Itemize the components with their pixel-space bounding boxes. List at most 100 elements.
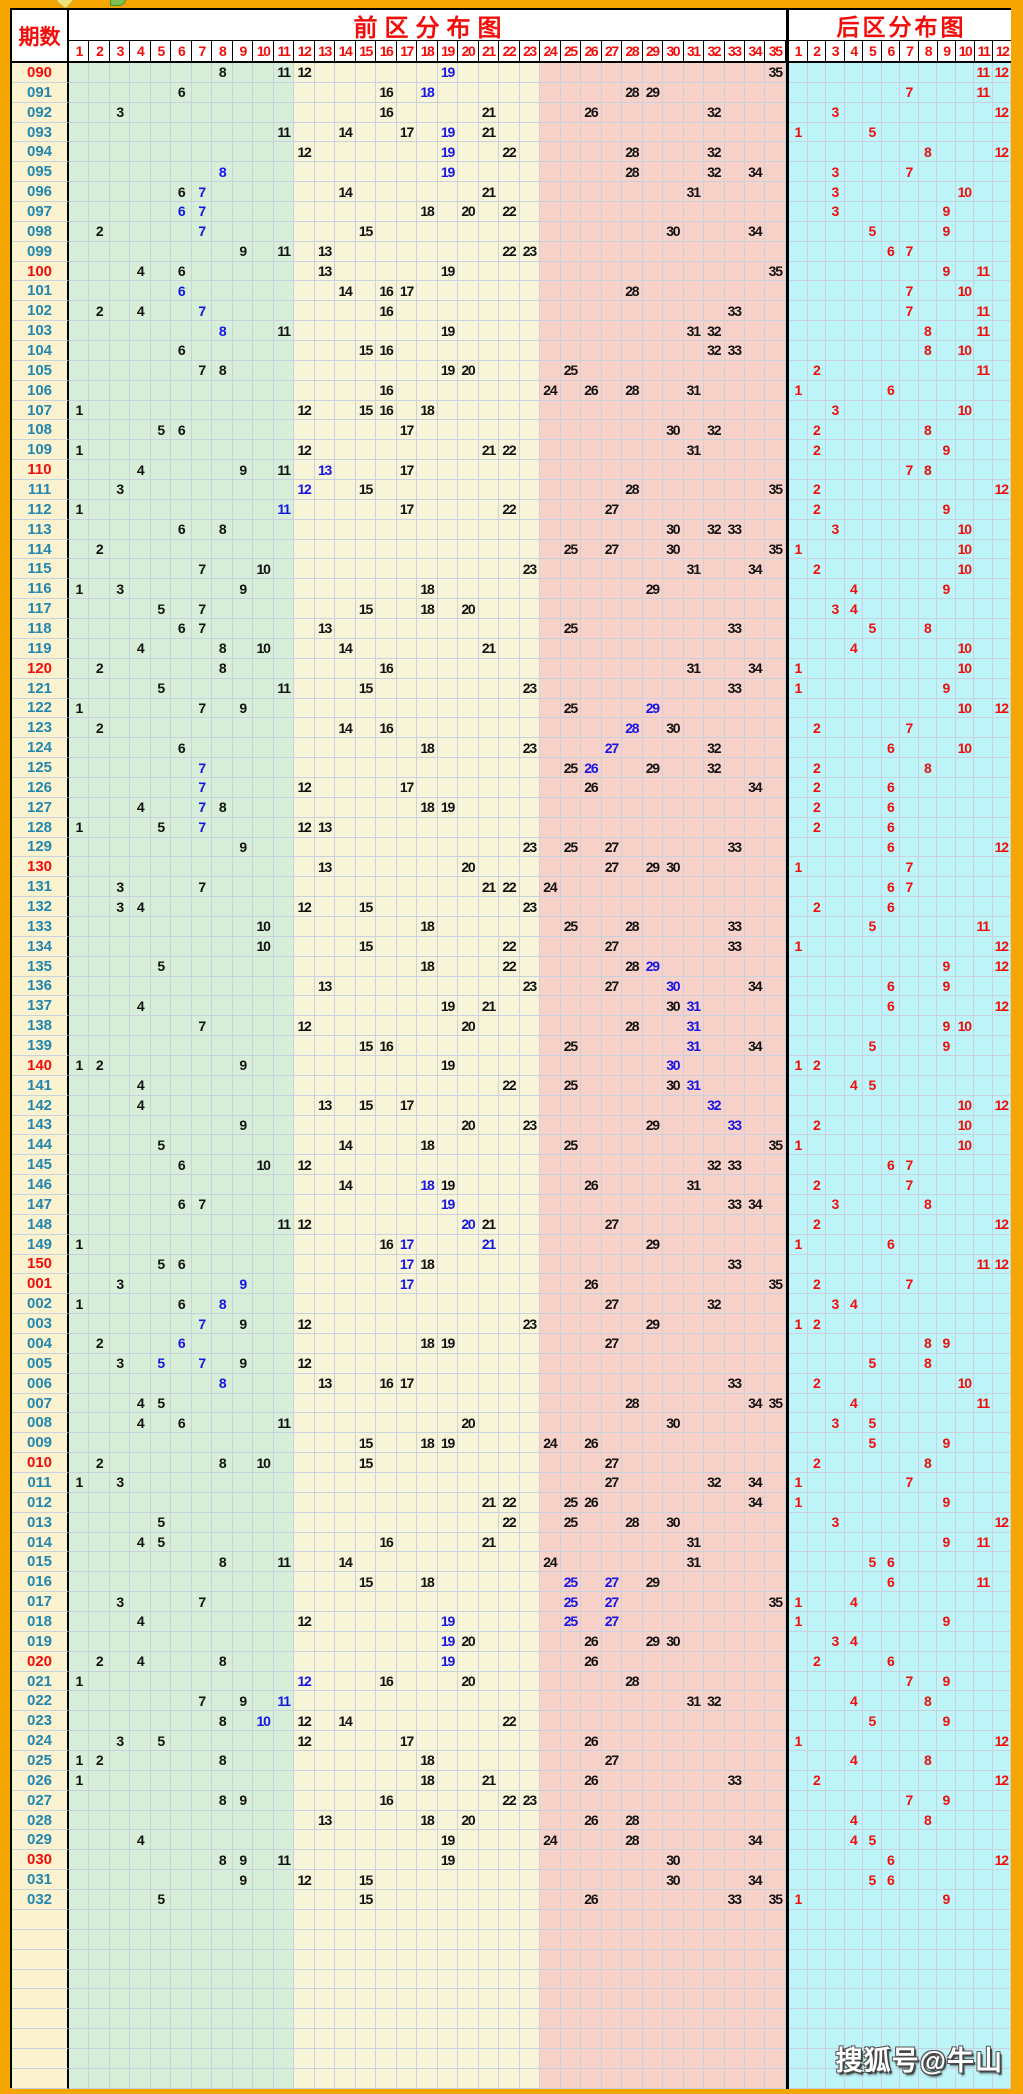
front-cell: 26 xyxy=(581,1631,602,1652)
front-cell xyxy=(519,638,541,659)
back-cell: 9 xyxy=(937,1890,956,1910)
front-cell: 24 xyxy=(540,1433,561,1454)
front-cell: 18 xyxy=(417,82,438,103)
back-cell xyxy=(937,559,956,580)
back-cell xyxy=(826,956,845,977)
back-cell xyxy=(918,777,937,798)
front-cell: 1 xyxy=(69,440,90,461)
front-cell xyxy=(314,877,336,898)
period-label: 116 xyxy=(12,579,69,600)
front-cell xyxy=(396,1592,418,1613)
front-cell xyxy=(724,817,745,838)
back-cell xyxy=(826,1492,845,1513)
front-cell xyxy=(724,202,745,222)
front-cell xyxy=(724,599,745,620)
back-cell xyxy=(844,1254,863,1275)
back-cell xyxy=(955,916,974,937)
front-cell xyxy=(560,1294,582,1315)
front-cell xyxy=(519,1473,541,1493)
back-cell xyxy=(937,1870,956,1891)
front-cell xyxy=(622,1850,643,1871)
back-cell: 2 xyxy=(807,420,826,441)
front-cell xyxy=(499,1731,520,1752)
back-cell: 4 xyxy=(844,579,863,600)
back-cell xyxy=(826,777,845,798)
front-cell xyxy=(150,1234,172,1255)
front-cell xyxy=(560,817,582,838)
front-cell xyxy=(355,1314,377,1334)
zone-divider xyxy=(786,698,789,719)
front-cell xyxy=(376,599,397,620)
front-cell xyxy=(642,1254,664,1275)
front-cell xyxy=(212,1274,233,1295)
front-cell xyxy=(212,1254,233,1275)
front-cell xyxy=(109,738,131,759)
front-cell xyxy=(458,1929,479,1950)
front-cell xyxy=(191,1890,213,1910)
front-cell xyxy=(314,956,336,977)
front-cell xyxy=(437,758,459,778)
front-cell: 6 xyxy=(171,420,192,441)
front-cell xyxy=(519,936,541,957)
front-cell xyxy=(765,1512,786,1533)
front-cell xyxy=(437,678,459,699)
front-cell xyxy=(130,1850,151,1871)
front-cell xyxy=(253,221,274,242)
front-cell xyxy=(540,1274,561,1295)
table-row: 103 8 11 19 31 32 8 11 xyxy=(12,321,1011,342)
table-row: 006 8 13 16 17 33 2 10 xyxy=(12,1373,1011,1394)
back-cell xyxy=(937,341,956,361)
front-cell: 32 xyxy=(704,738,725,759)
front-cell xyxy=(396,1036,418,1056)
back-cell: 2 xyxy=(807,758,826,778)
front-cell xyxy=(519,460,541,481)
back-cell xyxy=(992,619,1011,639)
front-cell xyxy=(683,857,705,878)
front-cell xyxy=(232,1155,254,1176)
front-cell xyxy=(232,817,254,838)
front-cell xyxy=(109,1512,131,1533)
front-cell: 8 xyxy=(212,360,233,381)
front-cell xyxy=(540,579,561,600)
front-cell xyxy=(437,738,459,759)
back-cell: 10 xyxy=(955,1115,974,1136)
front-cell xyxy=(232,1751,254,1771)
front-cell xyxy=(642,360,664,381)
front-cell: 30 xyxy=(663,1075,684,1096)
front-cell xyxy=(642,281,664,302)
front-cell xyxy=(601,360,623,381)
front-cell xyxy=(417,380,438,401)
back-cell xyxy=(937,519,956,540)
front-cell xyxy=(622,1433,643,1454)
front-cell: 13 xyxy=(314,817,336,838)
front-cell xyxy=(376,162,397,183)
front-cell xyxy=(109,360,131,381)
back-cell xyxy=(826,82,845,103)
back-cell xyxy=(826,1075,845,1096)
front-cell xyxy=(212,996,233,1017)
period-label: 095 xyxy=(12,162,69,183)
front-cell xyxy=(89,400,110,421)
front-cell xyxy=(212,1890,233,1910)
back-cell xyxy=(992,1353,1011,1374)
front-cell xyxy=(355,420,377,441)
front-cell xyxy=(437,1473,459,1493)
front-cell xyxy=(253,341,274,361)
front-cell xyxy=(458,1612,479,1632)
table-row: 013 5 22 25 28 30 3 12 xyxy=(12,1512,1011,1533)
front-cell: 8 xyxy=(212,162,233,183)
front-cell xyxy=(109,499,131,520)
back-cell xyxy=(807,579,826,600)
front-cell xyxy=(458,499,479,520)
front-cell xyxy=(355,1194,377,1215)
front-cell xyxy=(478,1334,500,1354)
back-cell xyxy=(900,1353,919,1374)
back-cell xyxy=(881,579,900,600)
front-cell xyxy=(171,1532,192,1553)
table-row: 004 2 6 18 19 27 8 9 xyxy=(12,1334,1011,1354)
front-column-number: 23 xyxy=(520,41,541,61)
front-cell xyxy=(642,1810,664,1831)
front-cell xyxy=(642,539,664,560)
front-cell xyxy=(294,877,315,898)
